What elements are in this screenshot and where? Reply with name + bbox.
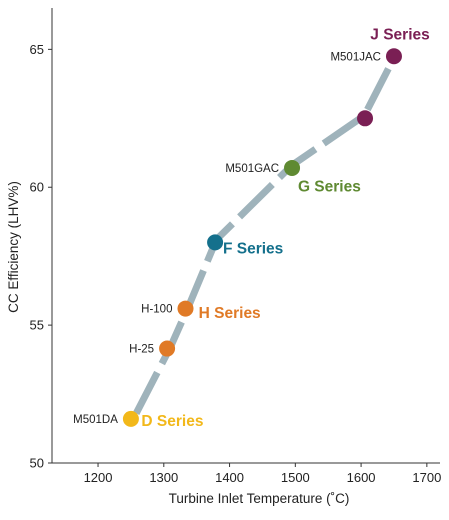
point-label: H-25 [129,344,154,356]
series-label: G Series [298,178,361,195]
data-point [177,300,194,317]
data-point [122,410,139,427]
series-label: J Series [370,27,429,44]
x-tick-label: 1600 [347,470,376,485]
data-point [207,234,224,251]
x-tick-label: 1700 [412,470,441,485]
point-label: H-100 [141,304,172,316]
point-label: M501DA [73,414,118,426]
series-label: D Series [141,413,203,430]
x-tick-label: 1400 [215,470,244,485]
x-tick-label: 1500 [281,470,310,485]
point-label: M501GAC [225,163,279,175]
y-tick-label: 60 [30,180,44,195]
x-tick-label: 1200 [84,470,113,485]
series-label: H Series [199,305,261,322]
x-tick-label: 1300 [149,470,178,485]
y-tick-label: 50 [30,456,44,471]
y-tick-label: 55 [30,318,44,333]
x-axis-title: Turbine Inlet Temperature (˚C) [169,491,350,506]
series-label: F Series [223,240,283,257]
data-point [284,159,301,176]
y-axis-title: CC Efficiency (LHV%) [6,181,21,313]
point-label: M501JAC [330,51,381,63]
y-tick-label: 65 [30,42,44,57]
data-point [159,340,176,357]
data-point [385,48,402,65]
trend-line [133,58,396,415]
axes [51,8,440,464]
data-point [357,110,374,127]
